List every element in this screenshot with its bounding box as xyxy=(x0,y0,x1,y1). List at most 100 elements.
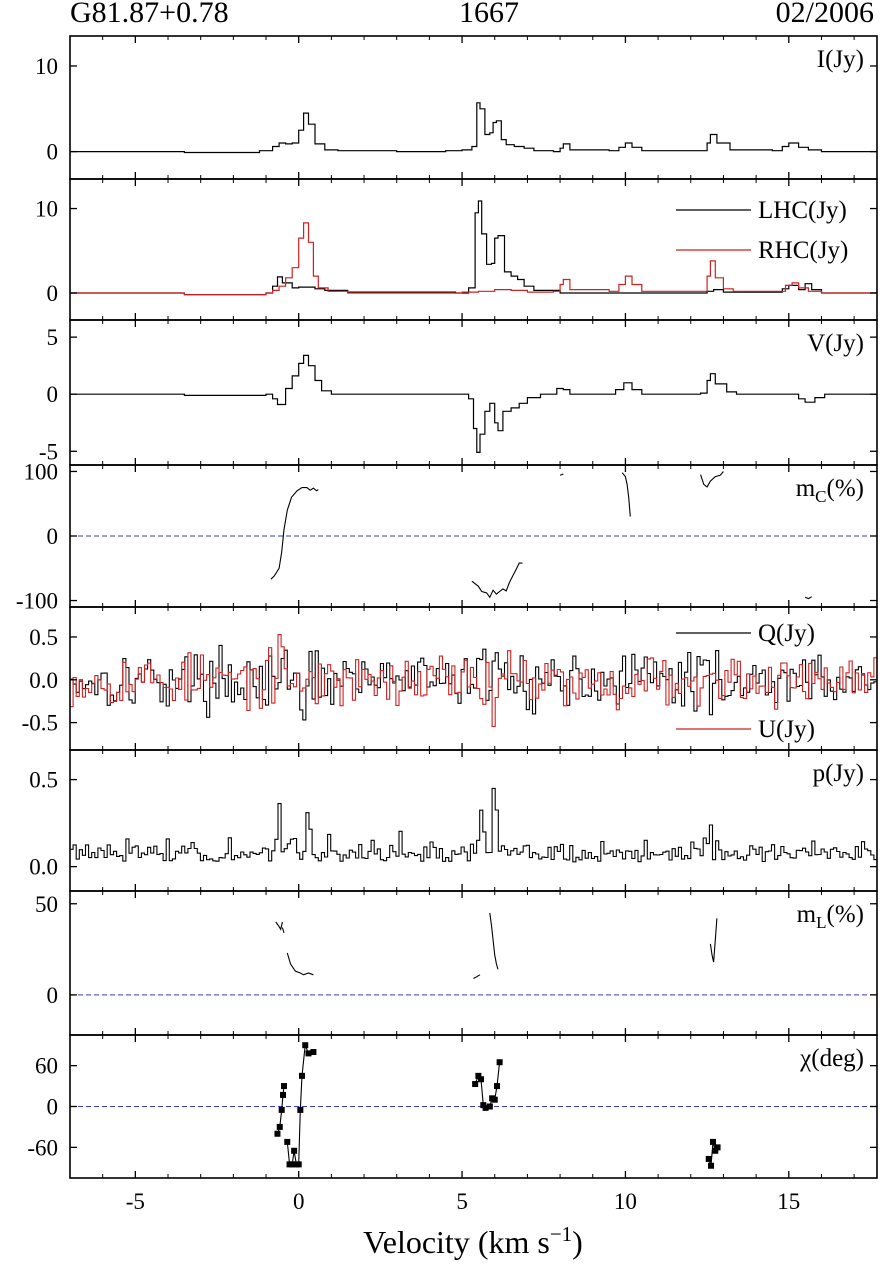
panel-p-data xyxy=(70,787,877,863)
data-point xyxy=(491,1096,498,1103)
data-point xyxy=(298,1072,305,1079)
data-point xyxy=(310,1049,317,1056)
series-mL-0-seg-5 xyxy=(709,918,718,963)
x-tick-label: 15 xyxy=(777,1189,800,1214)
data-point xyxy=(475,1072,482,1079)
series-mL-0-seg-3 xyxy=(473,974,481,979)
data-point xyxy=(280,1091,287,1098)
panel-frame xyxy=(69,178,878,321)
y-tick-label: 0 xyxy=(47,281,59,306)
frequency-label: 1667 xyxy=(459,0,519,29)
series-LR-rhcjy xyxy=(70,222,877,296)
panel-QU: -0.5 0.0 0.5 Q(Jy) U(Jy) xyxy=(22,606,878,751)
y-tick-label: 50 xyxy=(35,892,58,917)
series-LR-lhcjy xyxy=(70,200,877,296)
source-name: G81.87+0.78 xyxy=(70,0,229,29)
series-QU-qjy xyxy=(70,644,877,721)
y-tick-label: -100 xyxy=(16,589,58,614)
data-point xyxy=(278,1106,285,1113)
data-point xyxy=(712,1147,719,1154)
panel-V-data xyxy=(70,354,877,453)
series-mC-0-seg-4 xyxy=(700,471,724,488)
x-axis-title: Velocity (km s−1) xyxy=(363,1222,583,1260)
series-mC-0-seg-5 xyxy=(804,596,812,600)
series-I-0 xyxy=(70,102,877,154)
panel-V: -5 0 5 V(Jy) xyxy=(39,319,878,466)
data-point xyxy=(486,1103,493,1110)
y-tick-label: 0 xyxy=(47,983,59,1008)
legend-label: Q(Jy) xyxy=(758,620,815,647)
data-point xyxy=(472,1081,479,1088)
panel-chi-data xyxy=(70,1042,877,1169)
legend-label: U(Jy) xyxy=(758,716,815,743)
data-point xyxy=(284,1138,291,1145)
data-point xyxy=(714,1144,721,1151)
series-mC-0-seg-1 xyxy=(471,562,523,599)
series-mL-0-seg-2 xyxy=(286,952,314,976)
x-tick-label: 5 xyxy=(456,1189,468,1214)
data-point xyxy=(705,1155,712,1162)
panel-mL-data xyxy=(70,912,877,996)
data-point xyxy=(274,1130,281,1137)
y-tick-label: 0.0 xyxy=(29,855,58,880)
data-point xyxy=(494,1083,501,1090)
data-point xyxy=(478,1076,485,1083)
legend-label: RHC(Jy) xyxy=(758,237,848,264)
panel-label-mC: mC(%) xyxy=(796,475,864,506)
panel-label-p: p(Jy) xyxy=(813,760,864,787)
data-point xyxy=(295,1161,302,1168)
panel-label-V: V(Jy) xyxy=(807,330,864,357)
y-tick-label: -60 xyxy=(27,1135,58,1160)
y-tick-label: 10 xyxy=(35,54,58,79)
x-tick-label: 10 xyxy=(614,1189,637,1214)
y-tick-label: -5 xyxy=(39,439,58,464)
data-point xyxy=(297,1106,304,1113)
y-tick-label: 100 xyxy=(24,459,59,484)
panel-frame xyxy=(69,890,878,1036)
data-point xyxy=(281,1083,288,1090)
panel-frame xyxy=(69,35,878,180)
data-point xyxy=(496,1059,503,1066)
data-point xyxy=(708,1162,715,1169)
x-tick-label: 0 xyxy=(293,1189,305,1214)
panel-mC-data xyxy=(70,471,877,600)
series-mL-0-seg-4 xyxy=(489,912,499,970)
data-point xyxy=(289,1161,296,1168)
series-chi-0-seg-1 xyxy=(286,1044,314,1165)
panel-p: 0.0 0.5 p(Jy) xyxy=(29,749,878,892)
data-point xyxy=(305,1050,312,1057)
data-point xyxy=(302,1042,309,1049)
y-tick-label: 0.0 xyxy=(29,668,58,693)
panel-label-I: I(Jy) xyxy=(817,46,864,73)
panel-label-mL: mL(%) xyxy=(797,901,864,932)
series-QU-ujy xyxy=(70,634,877,728)
panel-I: 0 10 I(Jy) xyxy=(35,35,878,180)
panel-chi: -60 0 60 χ(deg) xyxy=(27,1034,878,1179)
y-tick-label: 5 xyxy=(47,325,59,350)
data-point xyxy=(276,1123,283,1130)
epoch-label: 02/2006 xyxy=(775,0,874,29)
y-tick-label: 60 xyxy=(35,1054,58,1079)
panel-LR: 0 10 LHC(Jy) RHC(Jy) xyxy=(35,178,878,321)
data-point xyxy=(482,1104,489,1111)
series-mC-0-seg-2 xyxy=(559,473,564,476)
y-tick-label: 0 xyxy=(47,140,59,165)
panel-mL: 0 50 mL(%) xyxy=(35,890,878,1036)
y-tick-label: 0.5 xyxy=(29,768,58,793)
panel-frame xyxy=(69,319,878,466)
y-tick-label: 0 xyxy=(47,524,59,549)
series-p-0 xyxy=(70,787,877,863)
legend-label: LHC(Jy) xyxy=(758,197,847,224)
panel-QU-data xyxy=(70,634,877,728)
y-tick-label: 0 xyxy=(47,382,59,407)
panel-label-chi: χ(deg) xyxy=(799,1045,864,1072)
y-tick-label: 0.5 xyxy=(29,625,58,650)
panel-LR-data xyxy=(70,200,877,296)
data-point xyxy=(291,1147,298,1154)
panel-I-data xyxy=(70,102,877,154)
series-mL-0-seg-0 xyxy=(275,921,283,931)
y-tick-label: 10 xyxy=(35,197,58,222)
series-V-0 xyxy=(70,354,877,453)
y-tick-label: 0 xyxy=(47,1095,59,1120)
